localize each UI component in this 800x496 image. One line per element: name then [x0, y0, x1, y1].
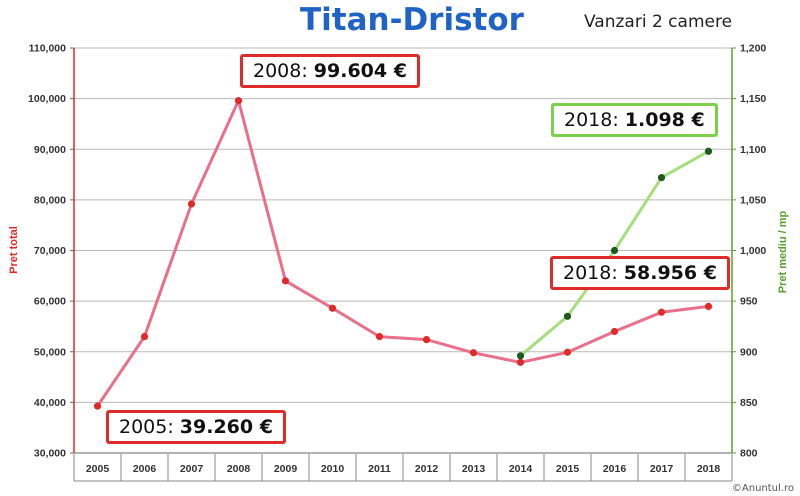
data-point-total	[140, 332, 149, 341]
x-axis: 2005 2006 2007 2008 2009 2010 2011 2012 2013 2014…	[73, 454, 733, 482]
source-credit: ©Anuntul.ro	[731, 483, 794, 494]
annotation-mp-2018: 2018: 1.098 €	[551, 103, 718, 137]
x-tick-label: 2013	[462, 463, 486, 475]
annotation-peak-2008: 2008: 99.604 €	[240, 54, 420, 88]
x-tick-label: 2018	[697, 463, 721, 475]
right-tick-label: 800	[740, 448, 758, 460]
left-tick-label: 80,000	[34, 194, 66, 206]
right-tick-label: 1,100	[740, 144, 766, 156]
data-point-total	[93, 402, 102, 410]
x-tick-label: 2011	[368, 463, 391, 475]
chart-title: Titan-Dristor	[300, 2, 524, 38]
gridlines	[74, 47, 732, 454]
data-point-mp	[657, 174, 666, 182]
left-tick-label: 110,000	[29, 43, 67, 55]
right-tick-label: 900	[740, 346, 758, 358]
data-point-total	[234, 97, 243, 105]
data-point-total	[563, 348, 572, 356]
data-point-mp	[516, 352, 525, 360]
right-tick-label: 850	[740, 397, 758, 409]
left-tick-label: 70,000	[34, 245, 66, 257]
x-tick-label: 2016	[603, 463, 627, 475]
data-point-total	[328, 304, 337, 312]
data-point-total	[375, 332, 384, 341]
x-tick-label: 2017	[650, 463, 674, 475]
data-point-total	[187, 200, 196, 208]
left-tick-label: 30,000	[34, 448, 66, 460]
x-tick-label: 2006	[133, 463, 157, 475]
x-tick-label: 2005	[86, 463, 110, 475]
right-tick-label: 1,150	[740, 93, 766, 105]
x-tick-label: 2015	[556, 463, 580, 475]
x-tick-label: 2010	[321, 463, 345, 475]
series-lines	[96, 99, 710, 407]
data-point-total	[469, 349, 478, 357]
data-point-mp	[704, 147, 713, 155]
right-axis: 800 850 900 950 1,000 1,050 1,100 1,150 1,200	[732, 43, 766, 460]
annotation-total-2018: 2018: 58.956 €	[550, 256, 730, 290]
right-tick-label: 1,000	[740, 245, 766, 257]
right-axis-label: Pret mediu / mp	[777, 210, 789, 293]
data-point-total	[516, 358, 525, 366]
right-tick-label: 1,050	[740, 194, 766, 206]
series-line-total	[96, 99, 709, 407]
x-tick-label: 2009	[274, 463, 298, 475]
left-tick-label: 90,000	[34, 144, 66, 156]
left-axis: 30,000 40,000 50,000 60,000 70,000 80,000 90,0…	[28, 43, 74, 460]
chart-subtitle: Vanzari 2 camere	[584, 12, 733, 32]
right-tick-label: 950	[740, 296, 758, 308]
data-point-total	[422, 336, 431, 344]
right-tick-label: 1,200	[740, 43, 766, 55]
data-point-total	[704, 302, 713, 311]
x-tick-label: 2008	[227, 463, 251, 475]
left-axis-label: Pret total	[8, 226, 20, 274]
x-tick-label: 2014	[509, 463, 533, 475]
data-point-total	[610, 327, 619, 336]
annotation-start-2005: 2005: 39.260 €	[106, 410, 286, 444]
data-point-total	[281, 277, 290, 285]
left-tick-label: 50,000	[34, 346, 66, 358]
data-point-mp	[610, 246, 619, 255]
left-tick-label: 60,000	[34, 296, 66, 308]
x-tick-label: 2012	[415, 463, 439, 475]
series-points	[93, 97, 713, 410]
left-tick-label: 100,000	[28, 93, 66, 105]
left-tick-label: 40,000	[34, 397, 66, 409]
data-point-total	[657, 308, 666, 316]
data-point-mp	[563, 312, 572, 320]
x-tick-label: 2007	[180, 463, 204, 475]
